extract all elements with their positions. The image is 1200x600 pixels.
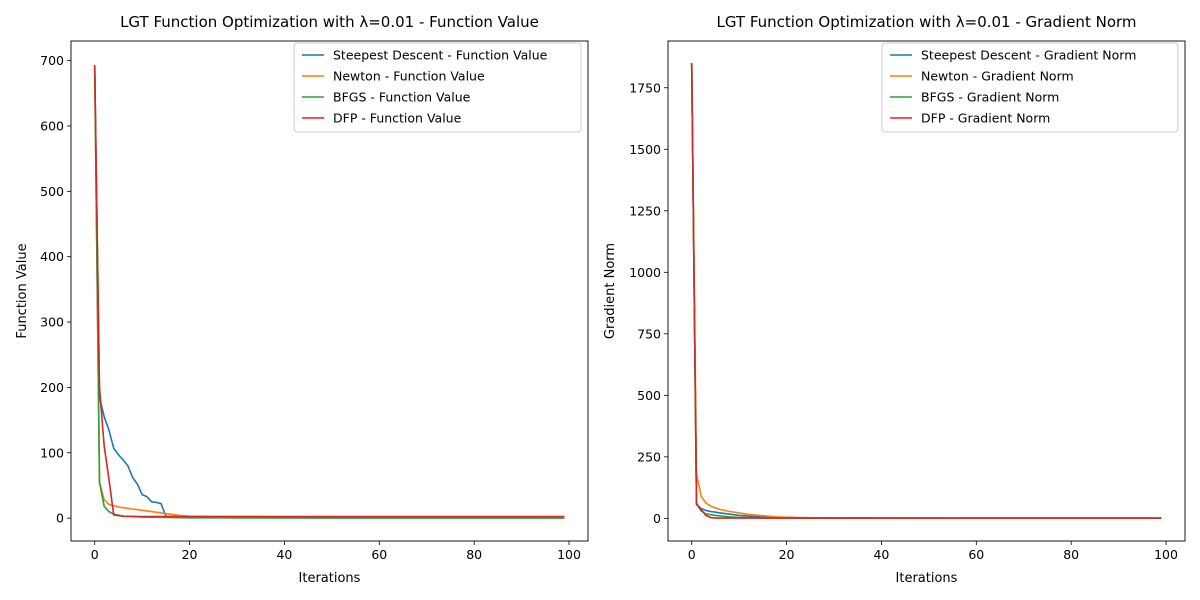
x-tick-label: 100 [1154,547,1178,562]
legend-label: DFP - Function Value [333,111,462,126]
legend-box [881,42,1179,133]
y-axis-label: Gradient Norm [603,243,618,339]
y-tick-label: 500 [637,388,661,403]
plot-area [690,63,1162,520]
legend-label: DFP - Gradient Norm [921,111,1050,126]
chart-title: LGT Function Optimization with λ=0.01 - … [716,13,1136,31]
x-tick-label: 80 [466,547,482,562]
y-tick-label: 750 [637,326,661,341]
y-tick-label: 250 [637,449,661,464]
x-axis-label: Iterations [896,571,958,586]
legend: Steepest Descent - Gradient Norm Newton -… [881,42,1179,133]
series-line [93,65,565,519]
x-axis-label: Iterations [299,571,361,586]
y-tick-label: 1750 [629,80,661,95]
chart-1: LGT Function Optimization with λ=0.01 - … [15,13,589,586]
legend-label: Newton - Function Value [333,69,485,84]
y-axis-label: Function Value [15,243,30,338]
series-line [93,65,565,519]
legend-label: BFGS - Gradient Norm [921,90,1059,105]
series-line [93,67,565,518]
x-tick-label: 100 [557,547,581,562]
y-tick-label: 100 [40,445,64,460]
series-line [93,65,565,518]
legend-label: Newton - Gradient Norm [921,69,1074,84]
y-tick-label: 500 [40,184,64,199]
legend-label: Steepest Descent - Function Value [333,48,548,63]
y-tick-label: 1500 [629,142,661,157]
y-tick-label: 1250 [629,203,661,218]
y-tick-label: 700 [40,53,64,68]
y-tick-label: 0 [653,511,661,526]
y-tick-label: 600 [40,118,64,133]
x-tick-label: 0 [91,547,99,562]
y-tick-label: 1000 [629,265,661,280]
x-tick-label: 80 [1063,547,1079,562]
x-tick-label: 20 [779,547,795,562]
x-tick-label: 60 [968,547,984,562]
x-tick-label: 40 [873,547,889,562]
x-tick-label: 40 [276,547,292,562]
series-line [690,63,1162,519]
x-tick-label: 60 [371,547,387,562]
legend-label: BFGS - Function Value [333,90,471,105]
y-tick-label: 200 [40,380,64,395]
axes-frame [70,40,589,542]
legend-box [293,42,582,133]
x-tick-label: 20 [182,547,198,562]
chart-2: LGT Function Optimization with λ=0.01 - … [603,13,1186,586]
chart-title: LGT Function Optimization with λ=0.01 - … [120,13,539,31]
plot-area [93,65,565,519]
x-tick-label: 0 [688,547,696,562]
legend: Steepest Descent - Function Value Newton … [293,42,582,133]
y-tick-label: 0 [56,511,64,526]
y-tick-label: 400 [40,249,64,264]
legend-label: Steepest Descent - Gradient Norm [921,48,1136,63]
axes-frame [667,40,1186,542]
y-tick-label: 300 [40,315,64,330]
